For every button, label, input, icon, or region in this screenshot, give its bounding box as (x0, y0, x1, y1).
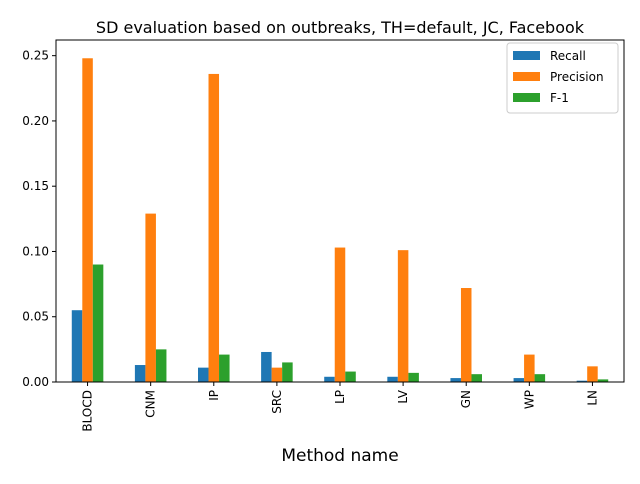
bar-f1-lv (408, 372, 419, 382)
x-tick-label-ip: IP (207, 390, 221, 401)
x-tick-label-blocd: BLOCD (81, 390, 95, 432)
bar-f1-ln (597, 379, 609, 382)
bar-recall-src (261, 351, 272, 382)
bar-recall-gn (450, 378, 461, 382)
bar-recall-lv (387, 376, 398, 382)
legend-label-recall: Recall (550, 49, 586, 63)
bar-recall-blocd (71, 310, 83, 382)
bar-recall-ln (576, 380, 588, 382)
y-tick-label: 0.10 (22, 244, 49, 258)
x-tick-label-gn: GN (459, 390, 473, 408)
chart-title: SD evaluation based on outbreaks, TH=def… (96, 18, 585, 37)
x-tick-label-wp: WP (522, 390, 536, 409)
bar-precision-src (271, 367, 283, 382)
x-tick-label-src: SRC (270, 390, 284, 414)
bar-f1-ip (219, 354, 230, 382)
legend-swatch-recall (513, 51, 540, 60)
bar-f1-blocd (92, 264, 104, 382)
bar-precision-wp (524, 354, 535, 382)
bar-f1-cnm (155, 349, 167, 382)
bar-precision-cnm (145, 213, 156, 382)
legend-swatch-precision (513, 72, 540, 81)
y-tick-label: 0.00 (22, 375, 49, 389)
bar-recall-cnm (134, 365, 146, 382)
bars (71, 58, 609, 383)
x-axis-label: Method name (281, 446, 398, 466)
bar-precision-blocd (82, 58, 93, 383)
y-tick-label: 0.15 (22, 179, 49, 193)
bar-precision-ip (208, 73, 220, 382)
bar-recall-wp (513, 378, 525, 382)
bar-f1-wp (534, 374, 546, 382)
x-tick-label-lv: LV (396, 389, 410, 403)
bar-recall-ip (198, 367, 209, 382)
bar-f1-lp (345, 371, 356, 382)
y-tick-label: 0.05 (22, 310, 49, 324)
bar-precision-gn (460, 288, 472, 382)
legend: Recall Precision F-1 (506, 42, 619, 114)
x-tick-label-cnm: CNM (144, 390, 158, 418)
legend-label-precision: Precision (550, 70, 604, 84)
bar-f1-gn (471, 374, 482, 382)
bar-f1-src (282, 362, 293, 382)
ticks: 0.00 0.05 0.10 0.15 0.20 0.25 BLOCD CNM IP SRC LP L… (22, 49, 599, 432)
bar-precision-lv (397, 250, 409, 382)
x-tick-label-lp: LP (333, 390, 347, 404)
y-tick-label: 0.25 (22, 49, 49, 63)
y-tick-label: 0.20 (22, 114, 49, 128)
bar-precision-ln (587, 366, 598, 382)
bar-recall-lp (324, 376, 335, 382)
x-tick-label-ln: LN (585, 390, 599, 406)
legend-swatch-f1 (513, 93, 540, 102)
bar-precision-lp (334, 247, 346, 382)
legend-label-f1: F-1 (550, 91, 569, 105)
